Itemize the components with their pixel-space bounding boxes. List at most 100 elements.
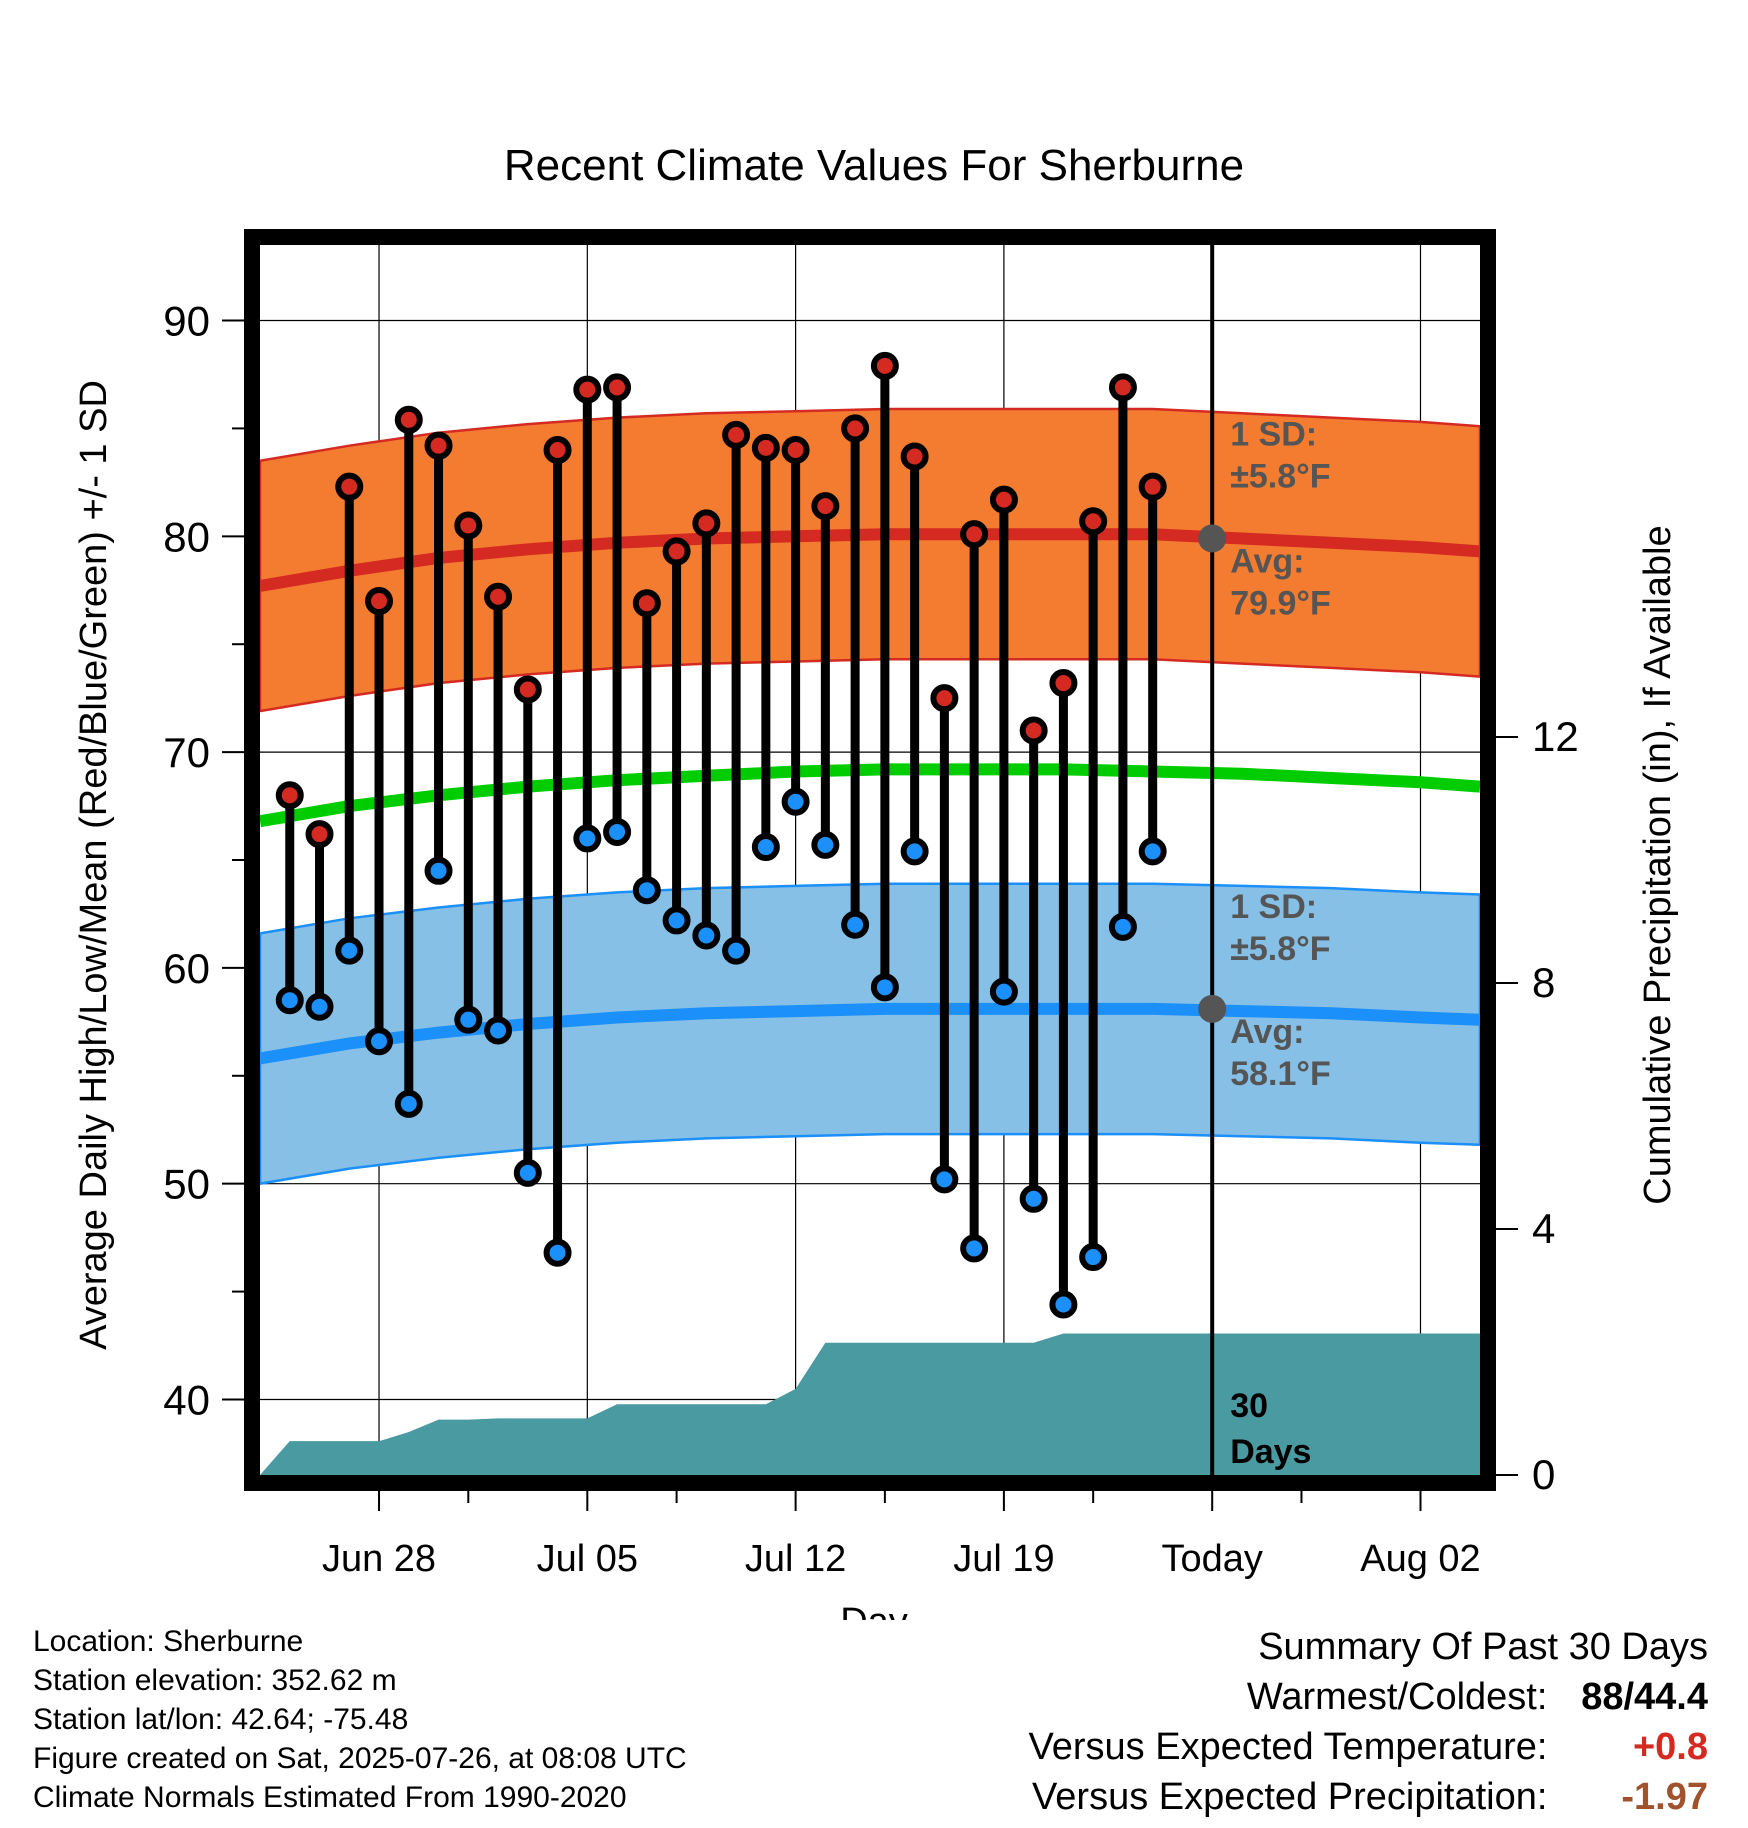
high-point: [424, 431, 453, 460]
summary-value: 88/44.4: [1558, 1672, 1708, 1722]
low-point: [1049, 1290, 1078, 1319]
low-point: [365, 1027, 394, 1056]
low-point: [603, 817, 632, 846]
high-point: [513, 675, 542, 704]
y-tick-label: 80: [163, 513, 210, 560]
low-point: [1079, 1243, 1108, 1272]
low-sd-label: 1 SD:: [1230, 888, 1317, 926]
high-point: [751, 433, 780, 462]
y-tick-label: 60: [163, 945, 210, 992]
low-point: [513, 1158, 542, 1187]
summary-label: Versus Expected Precipitation:: [1032, 1776, 1548, 1818]
high-point: [989, 485, 1018, 514]
low-point: [930, 1165, 959, 1194]
low-point: [811, 830, 840, 859]
station-info: Location: Sherburne Station elevation: 3…: [33, 1622, 687, 1817]
low-avg-label: Avg:: [1230, 1013, 1304, 1051]
high-point: [603, 373, 632, 402]
x-tick-label: Jul 19: [953, 1538, 1054, 1580]
low-point: [662, 906, 691, 935]
high-point: [1049, 669, 1078, 698]
low-sd-value: ±5.8°F: [1230, 930, 1330, 968]
high-point: [841, 414, 870, 443]
high-point: [632, 589, 661, 618]
low-point: [1108, 912, 1137, 941]
y2-axis-label: Cumulative Precipitation (in), If Availa…: [1637, 525, 1679, 1204]
low-point: [275, 986, 304, 1015]
high-point: [573, 375, 602, 404]
low-point: [573, 824, 602, 853]
summary-value: +0.8: [1632, 1726, 1708, 1768]
summary-panel: Summary Of Past 30 Days Warmest/Coldest:…: [1029, 1622, 1708, 1822]
low-point: [870, 973, 899, 1002]
high-point: [1138, 472, 1167, 501]
low-point: [305, 992, 334, 1021]
y-tick-label: 40: [163, 1376, 210, 1423]
high-point: [930, 684, 959, 713]
latlon-text: Station lat/lon: 42.64; -75.48: [33, 1703, 409, 1736]
low-point: [335, 936, 364, 965]
x-tick-label: Jul 12: [745, 1538, 846, 1580]
precip-area: [260, 1333, 1480, 1475]
low-point: [454, 1005, 483, 1034]
x-tick-label: Aug 02: [1360, 1538, 1480, 1580]
high-point: [781, 436, 810, 464]
plot-inner: 1 SD: ±5.8°F Avg: 79.9°F 1 SD: ±5.8°F Avg: 58.1…: [260, 245, 1480, 1475]
high-point: [1019, 716, 1048, 745]
low-point: [781, 787, 810, 816]
y2-tick-label: 4: [1532, 1205, 1555, 1252]
y2-tick-label: 0: [1532, 1451, 1555, 1498]
high-avg-label: Avg:: [1230, 542, 1304, 580]
x-tick-label: Today: [1161, 1538, 1262, 1580]
value-separator: /: [1623, 1676, 1635, 1718]
low-point: [692, 921, 721, 950]
low-point: [424, 856, 453, 885]
elevation-text: Station elevation: 352.62 m: [33, 1664, 397, 1697]
low-point: [841, 910, 870, 939]
high-point: [1108, 373, 1137, 402]
high-point: [722, 420, 751, 449]
high-point: [454, 511, 483, 540]
high-point: [811, 492, 840, 521]
low-point: [632, 876, 661, 905]
y2-tick-label: 12: [1532, 713, 1579, 760]
normals-text: Climate Normals Estimated From 1990-2020: [33, 1781, 627, 1814]
high-point: [305, 820, 334, 849]
low-avg-value: 58.1°F: [1230, 1055, 1331, 1093]
high-point: [1079, 507, 1108, 536]
summary-label: Versus Expected Temperature:: [1028, 1726, 1548, 1768]
x-axis-label: Day: [840, 1601, 908, 1620]
low-point: [960, 1234, 989, 1263]
precip-days-number: 30: [1230, 1387, 1268, 1425]
high-point: [692, 509, 721, 538]
location-text: Location: Sherburne: [33, 1625, 304, 1658]
summary-row-temp: Versus Expected Temperature: +0.8: [1029, 1722, 1708, 1772]
high-point: [365, 587, 394, 616]
low-point: [900, 837, 929, 866]
high-sd-value: ±5.8°F: [1230, 457, 1330, 495]
low-point: [751, 833, 780, 862]
precip-days-label: Days: [1230, 1433, 1311, 1471]
high-point: [662, 537, 691, 566]
high-point: [900, 442, 929, 471]
high-point: [543, 436, 572, 464]
y-tick-label: 50: [163, 1161, 210, 1208]
created-text: Figure created on Sat, 2025-07-26, at 08…: [33, 1742, 687, 1775]
high-sd-label: 1 SD:: [1230, 415, 1317, 453]
summary-value: -1.97: [1621, 1776, 1708, 1818]
chart-title: Recent Climate Values For Sherburne: [504, 141, 1244, 190]
x-tick-label: Jun 28: [322, 1538, 436, 1580]
y2-tick-label: 8: [1532, 959, 1555, 1006]
today-high-marker: [1198, 524, 1227, 553]
high-point: [394, 405, 423, 434]
y-axis-label: Average Daily High/Low/Mean (Red/Blue/Gr…: [73, 380, 115, 1350]
today-low-marker: [1198, 994, 1227, 1023]
summary-row-precip: Versus Expected Precipitation: -1.97: [1029, 1772, 1708, 1822]
climate-chart: Recent Climate Values For Sherburne 1 SD…: [73, 141, 1679, 1620]
plot-area: 1 SD: ±5.8°F Avg: 79.9°F 1 SD: ±5.8°F Avg: 58.1…: [163, 229, 1579, 1580]
high-point: [275, 781, 304, 810]
summary-row-warmest: Warmest/Coldest: 88/44.4: [1029, 1672, 1708, 1722]
y-tick-label: 90: [163, 298, 210, 345]
low-point: [722, 936, 751, 965]
high-avg-value: 79.9°F: [1230, 584, 1331, 622]
